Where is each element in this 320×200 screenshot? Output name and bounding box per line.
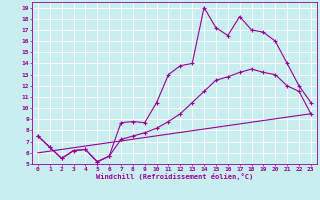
X-axis label: Windchill (Refroidissement éolien,°C): Windchill (Refroidissement éolien,°C) bbox=[96, 173, 253, 180]
